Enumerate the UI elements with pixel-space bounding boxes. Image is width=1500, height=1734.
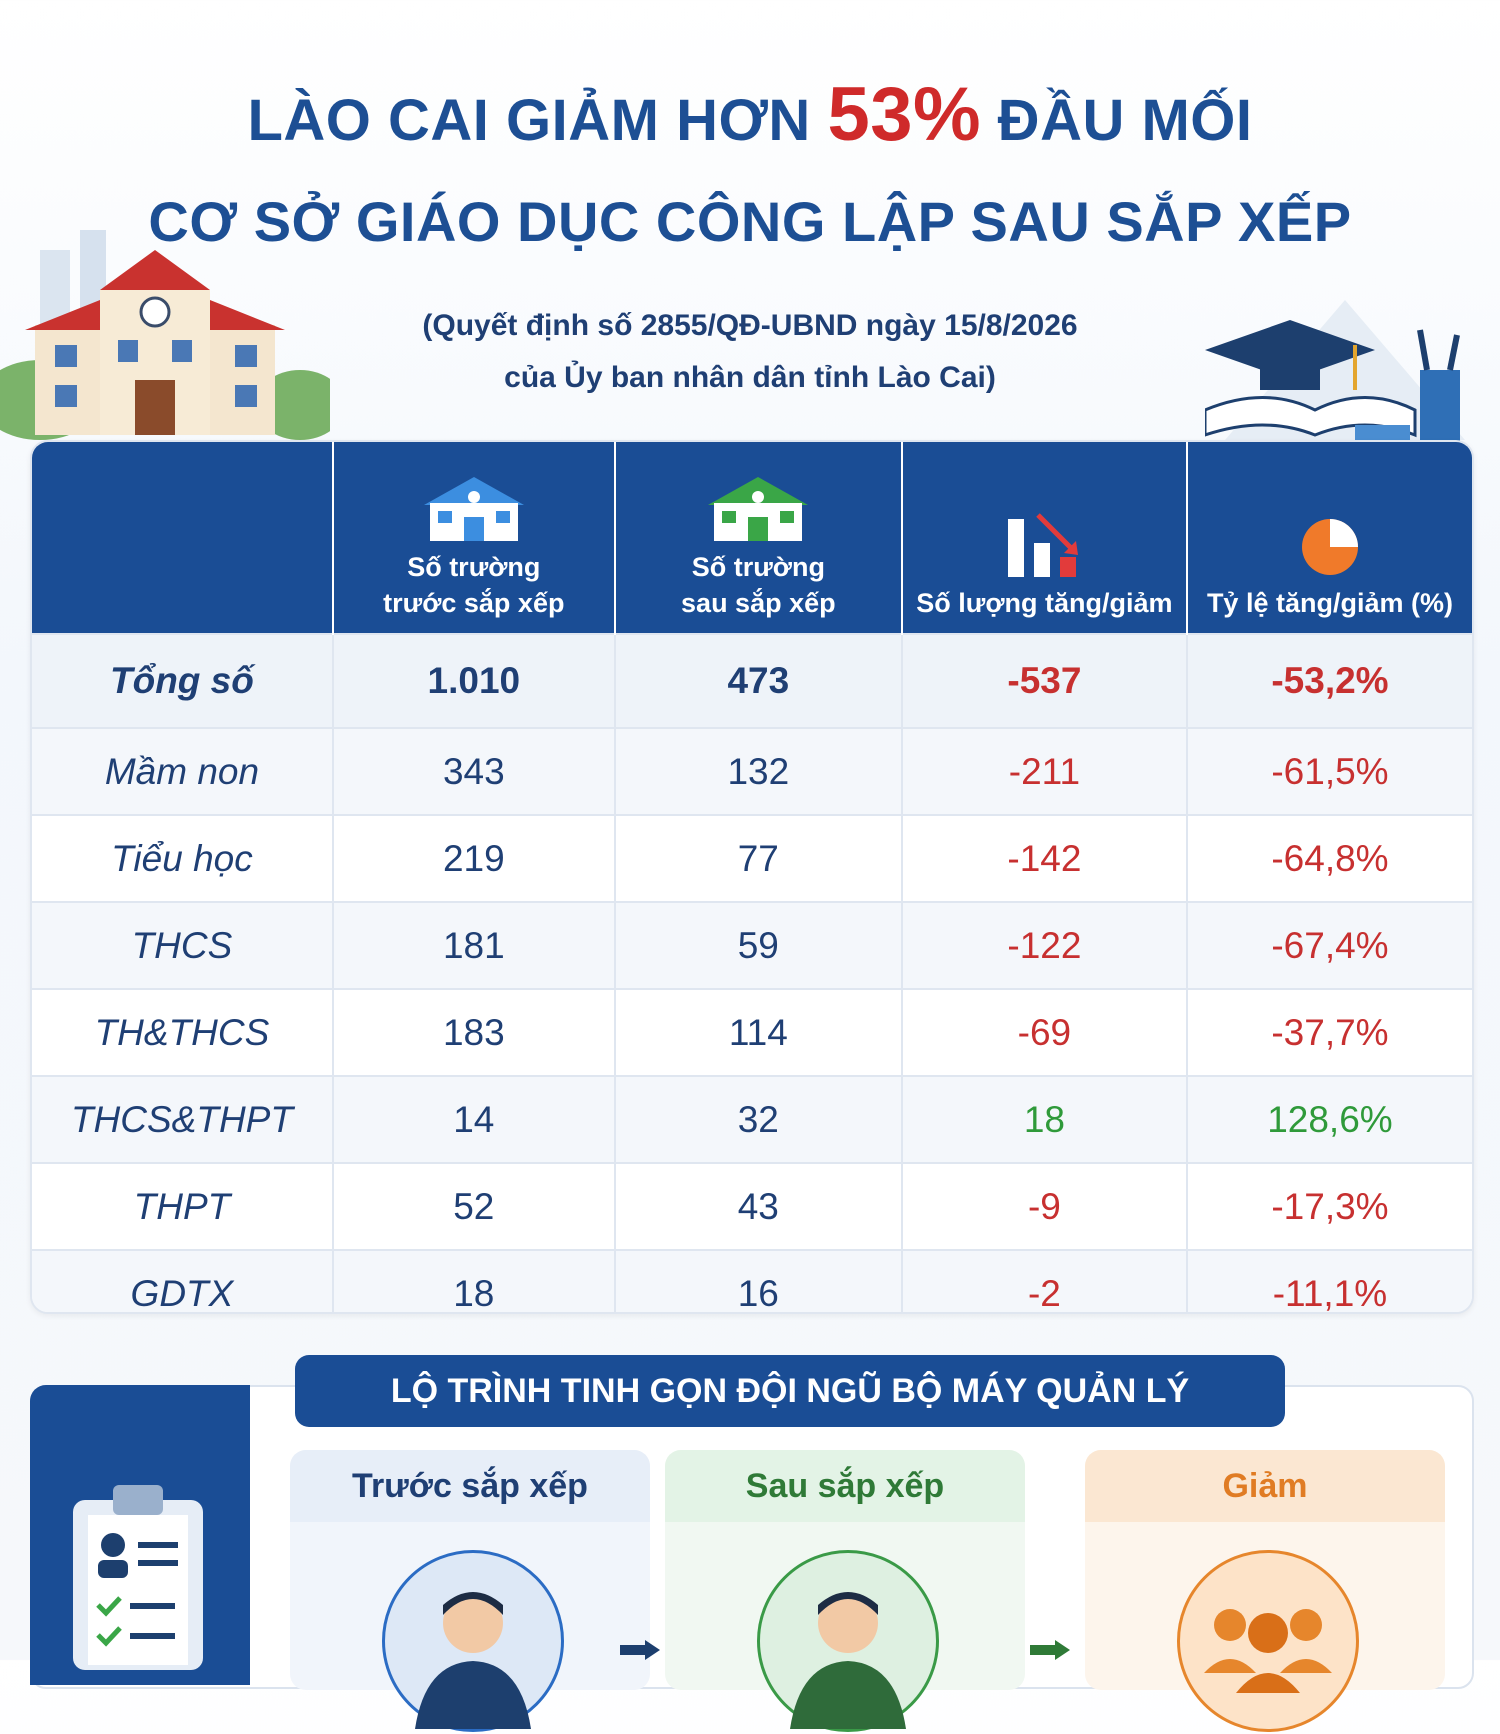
header-after-line2: sau sắp xếp — [681, 588, 836, 618]
card-after: Sau sắp xếp — [665, 1450, 1025, 1732]
title-prefix: LÀO CAI GIẢM HƠN — [247, 88, 828, 153]
title-suffix: ĐẦU MỐI — [981, 88, 1253, 153]
school-building-illustration — [0, 230, 330, 440]
group-icon — [1177, 1550, 1359, 1732]
title-highlight-percent: 53% — [827, 72, 982, 157]
cell-after: 77 — [614, 814, 903, 902]
decision-subtitle: (Quyết định số 2855/QĐ-UBND ngày 15/8/20… — [0, 300, 1500, 404]
cell-rate: -11,1% — [1186, 1249, 1472, 1312]
table-row: Mầm non 343 132 -211 -61,5% — [32, 727, 1472, 815]
school-blue-icon — [423, 477, 524, 541]
row-label: TH&THCS — [32, 988, 334, 1076]
bar-chart-down-icon — [1008, 513, 1079, 577]
cell-after: 16 — [614, 1249, 903, 1312]
cell-before: 343 — [332, 727, 616, 815]
header-change: Số lượng tăng/giảm — [901, 442, 1188, 634]
table-row: THPT 52 43 -9 -17,3% — [32, 1162, 1472, 1250]
table-row: Tổng số 1.010 473 -537 -53,2% — [32, 633, 1472, 728]
card-before: Trước sắp xếp — [290, 1450, 650, 1732]
cell-before: 14 — [332, 1075, 616, 1163]
cell-change: -9 — [901, 1162, 1188, 1250]
table-row: THCS&THPT 14 32 18 128,6% — [32, 1075, 1472, 1163]
cell-rate: -37,7% — [1186, 988, 1472, 1076]
section-side-panel — [30, 1385, 250, 1685]
card-reduced: Giảm — [1085, 1450, 1445, 1732]
header-after: Số trường sau sắp xếp — [614, 442, 903, 634]
cell-rate: 128,6% — [1186, 1075, 1472, 1163]
card-after-title: Sau sắp xếp — [665, 1450, 1025, 1522]
cell-before: 18 — [332, 1249, 616, 1312]
cell-after: 59 — [614, 901, 903, 989]
cell-change: -122 — [901, 901, 1188, 989]
cell-after: 32 — [614, 1075, 903, 1163]
cell-rate: -17,3% — [1186, 1162, 1472, 1250]
row-label: Tổng số — [32, 633, 334, 728]
cell-before: 181 — [332, 901, 616, 989]
cell-before: 1.010 — [332, 633, 616, 728]
cell-rate: -64,8% — [1186, 814, 1472, 902]
header-before-line1: Số trường — [407, 552, 541, 582]
table-row: Tiểu học 219 77 -142 -64,8% — [32, 814, 1472, 902]
header-before: Số trường trước sắp xếp — [332, 442, 616, 634]
cell-change: -142 — [901, 814, 1188, 902]
cell-before: 219 — [332, 814, 616, 902]
table-row: GDTX 18 16 -2 -11,1% — [32, 1249, 1472, 1312]
cell-after: 473 — [614, 633, 903, 728]
cell-after: 43 — [614, 1162, 903, 1250]
row-label: THPT — [32, 1162, 334, 1250]
school-green-icon — [708, 477, 809, 541]
table-header-row: Số trường trước sắp xếp Số trường sau sắ… — [32, 442, 1472, 634]
header-after-line1: Số trường — [691, 552, 825, 582]
manager-icon — [382, 1550, 564, 1732]
row-label: GDTX — [32, 1249, 334, 1312]
manager-icon — [757, 1550, 939, 1732]
table-row: THCS 181 59 -122 -67,4% — [32, 901, 1472, 989]
cell-rate: -67,4% — [1186, 901, 1472, 989]
cell-before: 183 — [332, 988, 616, 1076]
row-label: THCS — [32, 901, 334, 989]
cell-change: -211 — [901, 727, 1188, 815]
table-row: TH&THCS 183 114 -69 -37,7% — [32, 988, 1472, 1076]
cell-change: -2 — [901, 1249, 1188, 1312]
row-label: Mầm non — [32, 727, 334, 815]
main-title-line2: CƠ SỞ GIÁO DỤC CÔNG LẬP SAU SẮP XẾP — [148, 190, 1352, 253]
arrow-right-icon — [620, 1640, 660, 1660]
header-change-label: Số lượng tăng/giảm — [916, 588, 1173, 618]
row-label: THCS&THPT — [32, 1075, 334, 1163]
pie-chart-icon — [1301, 519, 1358, 575]
cell-change: 18 — [901, 1075, 1188, 1163]
cell-change: -69 — [901, 988, 1188, 1076]
cell-rate: -53,2% — [1186, 633, 1472, 728]
arrow-right-icon — [1030, 1640, 1070, 1660]
clipboard-icon — [73, 1485, 203, 1670]
row-label: Tiểu học — [32, 814, 334, 902]
school-stats-table: Số trường trước sắp xếp Số trường sau sắ… — [30, 440, 1474, 1314]
cell-after: 114 — [614, 988, 903, 1076]
cell-before: 52 — [332, 1162, 616, 1250]
subtitle-line2: của Ủy ban nhân dân tỉnh Lào Cai) — [504, 361, 996, 394]
main-title-line1: LÀO CAI GIẢM HƠN 53% ĐẦU MỐI — [0, 77, 1500, 156]
cell-after: 132 — [614, 727, 903, 815]
header-category — [32, 442, 334, 634]
cell-rate: -61,5% — [1186, 727, 1472, 815]
subtitle-line1: (Quyết định số 2855/QĐ-UBND ngày 15/8/20… — [422, 309, 1078, 342]
cell-change: -537 — [901, 633, 1188, 728]
card-before-title: Trước sắp xếp — [290, 1450, 650, 1522]
header-rate-label: Tỷ lệ tăng/giảm (%) — [1206, 588, 1453, 618]
card-reduced-title: Giảm — [1085, 1450, 1445, 1522]
header-before-line2: trước sắp xếp — [383, 588, 565, 618]
section-banner: LỘ TRÌNH TINH GỌN ĐỘI NGŨ BỘ MÁY QUẢN LÝ — [295, 1355, 1285, 1427]
header-rate: Tỷ lệ tăng/giảm (%) — [1186, 442, 1472, 634]
